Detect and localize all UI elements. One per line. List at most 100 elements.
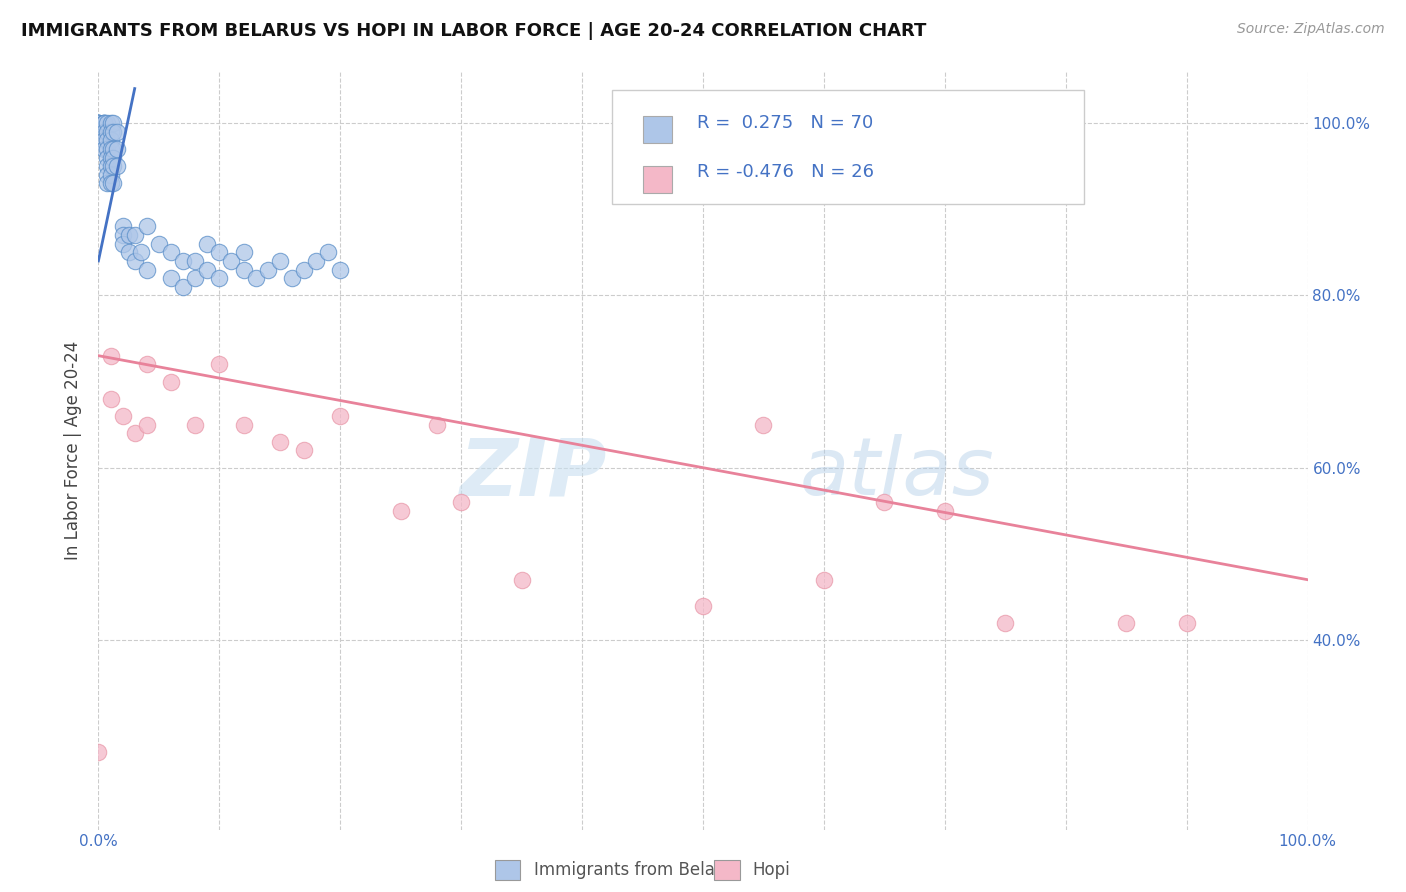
Point <box>129 245 152 260</box>
Point <box>111 228 134 243</box>
Text: Source: ZipAtlas.com: Source: ZipAtlas.com <box>1237 22 1385 37</box>
Point <box>281 271 304 285</box>
Point <box>329 262 352 277</box>
Point <box>208 245 231 260</box>
Point <box>389 504 412 518</box>
Point <box>100 142 122 156</box>
Point <box>93 142 115 156</box>
Point <box>232 262 254 277</box>
Point <box>135 417 157 432</box>
Point <box>160 271 183 285</box>
Point <box>873 495 896 509</box>
Point <box>221 254 243 268</box>
Point <box>87 116 110 130</box>
Point <box>105 125 128 139</box>
Point <box>184 417 207 432</box>
Point <box>105 142 128 156</box>
Point <box>135 262 157 277</box>
Point <box>752 417 775 432</box>
Point <box>93 133 115 147</box>
Point <box>208 271 231 285</box>
Point <box>96 151 118 165</box>
Point <box>135 357 157 371</box>
Point <box>232 417 254 432</box>
Point <box>87 116 110 130</box>
Point <box>111 409 134 423</box>
Point <box>100 133 122 147</box>
Point <box>100 116 122 130</box>
Bar <box>643 116 672 144</box>
Point <box>96 125 118 139</box>
Point <box>329 409 352 423</box>
Point <box>100 177 122 191</box>
Point <box>208 357 231 371</box>
Point <box>87 745 110 759</box>
Point <box>96 142 118 156</box>
Point <box>105 159 128 173</box>
Point <box>124 228 146 243</box>
Point <box>172 279 194 293</box>
Point <box>160 375 183 389</box>
Point <box>245 271 267 285</box>
Point <box>269 254 291 268</box>
Point <box>148 236 170 251</box>
Point <box>96 159 118 173</box>
FancyBboxPatch shape <box>613 90 1084 204</box>
Point <box>93 125 115 139</box>
Point <box>184 271 207 285</box>
Point <box>100 125 122 139</box>
Point <box>96 168 118 182</box>
Point <box>93 116 115 130</box>
Point <box>135 219 157 234</box>
Text: atlas: atlas <box>800 434 994 512</box>
Point <box>118 228 141 243</box>
Point <box>111 236 134 251</box>
Point <box>96 116 118 130</box>
Point <box>101 177 124 191</box>
Point <box>256 262 278 277</box>
Point <box>316 245 339 260</box>
Text: ZIP: ZIP <box>458 434 606 512</box>
Point <box>184 254 207 268</box>
Point <box>994 615 1017 630</box>
Point <box>100 349 122 363</box>
Point <box>111 219 134 234</box>
Point <box>101 142 124 156</box>
Point <box>934 504 956 518</box>
Point <box>93 116 115 130</box>
Point <box>87 116 110 130</box>
Point <box>450 495 472 509</box>
Point <box>101 125 124 139</box>
Point <box>101 159 124 173</box>
Point <box>510 573 533 587</box>
Point <box>124 426 146 441</box>
Point <box>813 573 835 587</box>
Point <box>101 151 124 165</box>
Text: IMMIGRANTS FROM BELARUS VS HOPI IN LABOR FORCE | AGE 20-24 CORRELATION CHART: IMMIGRANTS FROM BELARUS VS HOPI IN LABOR… <box>21 22 927 40</box>
Point <box>426 417 449 432</box>
Text: Hopi: Hopi <box>752 861 790 879</box>
Point <box>96 133 118 147</box>
Point <box>692 599 714 613</box>
Point <box>101 116 124 130</box>
Point <box>100 392 122 406</box>
Point <box>269 434 291 449</box>
Point <box>195 262 218 277</box>
Point <box>305 254 328 268</box>
Point <box>100 159 122 173</box>
Point <box>93 116 115 130</box>
Bar <box>643 166 672 193</box>
Point <box>172 254 194 268</box>
Point <box>87 116 110 130</box>
Y-axis label: In Labor Force | Age 20-24: In Labor Force | Age 20-24 <box>65 341 83 560</box>
Point <box>160 245 183 260</box>
Point <box>87 116 110 130</box>
Point <box>100 168 122 182</box>
Point <box>124 254 146 268</box>
Point <box>292 443 315 458</box>
Point <box>232 245 254 260</box>
Point <box>292 262 315 277</box>
Point <box>96 177 118 191</box>
Text: R = -0.476   N = 26: R = -0.476 N = 26 <box>697 163 875 181</box>
Point <box>1175 615 1198 630</box>
